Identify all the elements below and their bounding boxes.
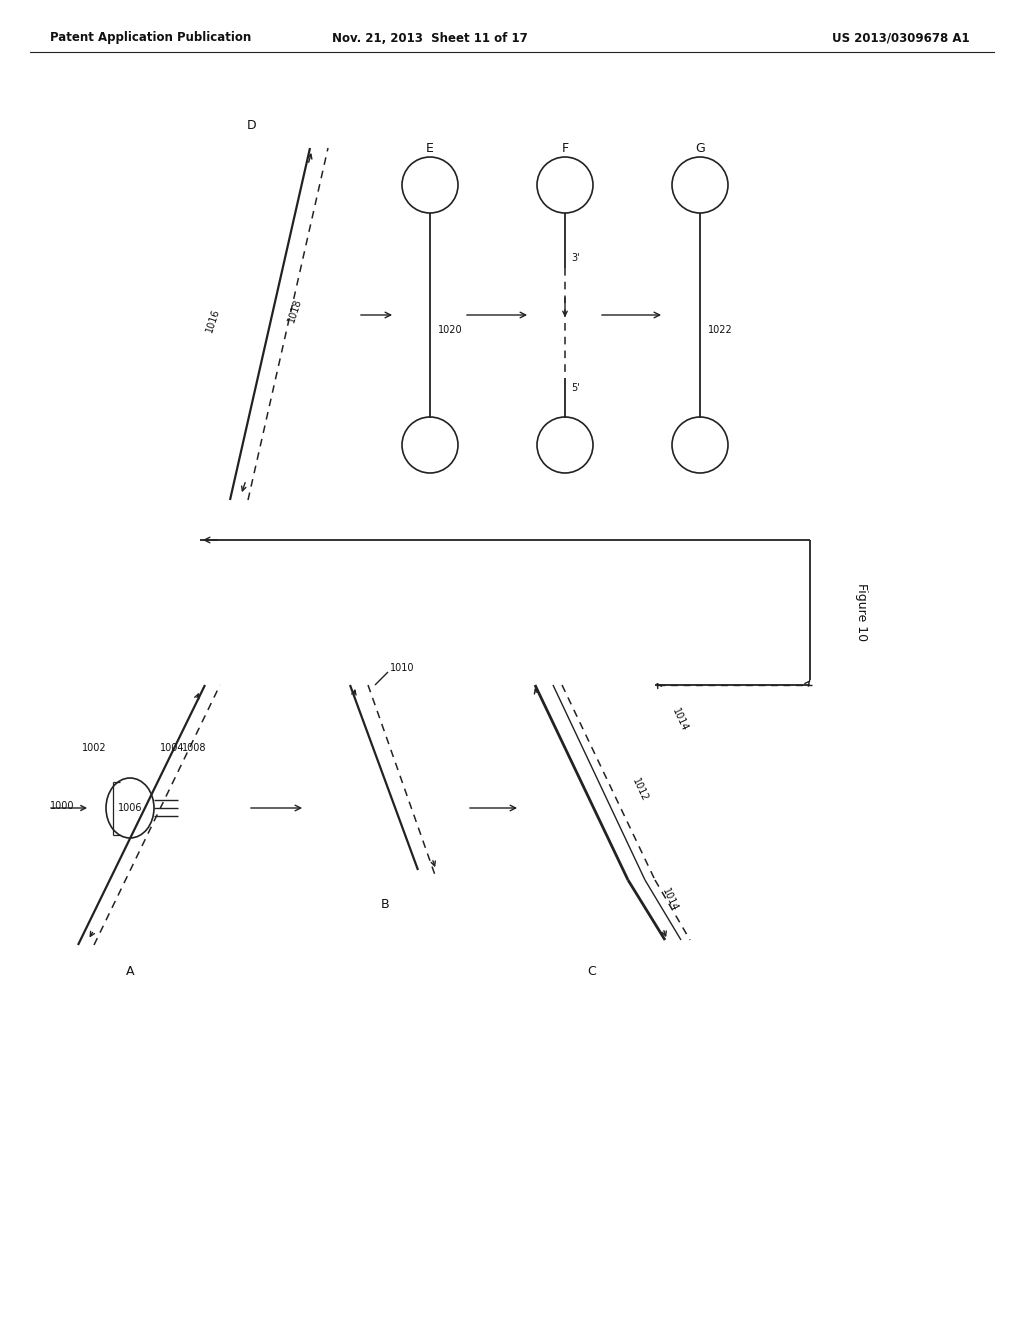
Text: 5': 5' (571, 383, 580, 393)
Text: Figure 10: Figure 10 (855, 583, 868, 642)
Text: E: E (426, 143, 434, 154)
Text: 1014: 1014 (660, 887, 680, 913)
Text: 1002: 1002 (82, 743, 106, 752)
Text: Nov. 21, 2013  Sheet 11 of 17: Nov. 21, 2013 Sheet 11 of 17 (332, 32, 528, 45)
Text: F: F (561, 143, 568, 154)
Text: 1016: 1016 (205, 306, 221, 333)
Text: G: G (695, 143, 705, 154)
Text: D: D (247, 119, 257, 132)
Text: 1008: 1008 (182, 743, 207, 752)
Text: 3': 3' (571, 253, 580, 263)
Text: 1020: 1020 (438, 325, 463, 335)
Text: US 2013/0309678 A1: US 2013/0309678 A1 (833, 32, 970, 45)
Text: 1018: 1018 (287, 297, 303, 323)
Text: 1010: 1010 (390, 663, 415, 673)
Text: Patent Application Publication: Patent Application Publication (50, 32, 251, 45)
Text: 1004: 1004 (160, 743, 184, 752)
Text: 1014: 1014 (671, 706, 690, 733)
Text: C: C (588, 965, 596, 978)
Text: 1022: 1022 (708, 325, 733, 335)
Text: 1000: 1000 (50, 801, 75, 810)
Text: A: A (126, 965, 134, 978)
Text: 1012: 1012 (630, 776, 650, 804)
Text: 1006: 1006 (118, 803, 142, 813)
Text: B: B (381, 898, 389, 911)
